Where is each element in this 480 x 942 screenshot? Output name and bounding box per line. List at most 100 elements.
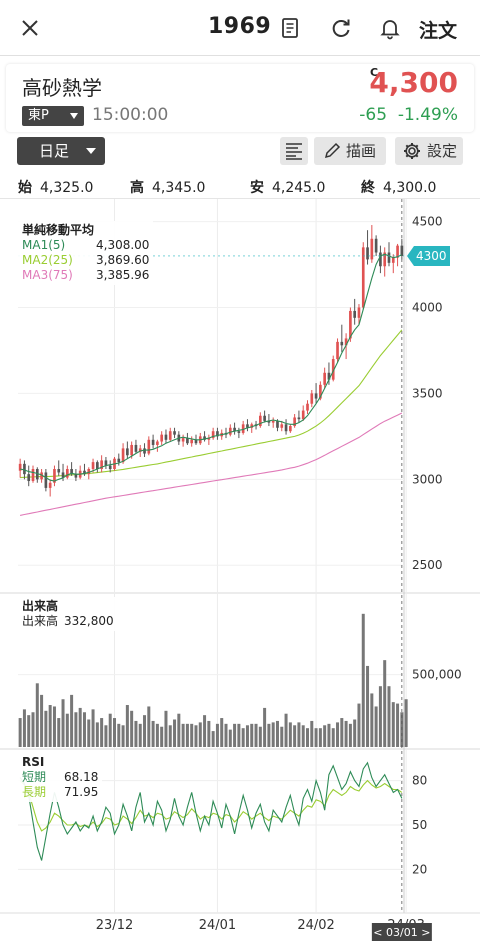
candle-body xyxy=(61,472,65,478)
document-icon[interactable] xyxy=(278,16,302,40)
change-percent: -1.49% xyxy=(397,105,458,125)
candle-body xyxy=(293,417,296,427)
candle-body xyxy=(289,426,292,432)
volume-bar xyxy=(275,720,279,747)
candle-body xyxy=(391,257,395,263)
candle-body xyxy=(340,341,344,346)
volume-bar xyxy=(177,713,181,747)
volume-bar xyxy=(233,723,237,747)
candle-body xyxy=(237,431,241,433)
volume-bar xyxy=(314,728,318,747)
candle-body xyxy=(323,372,326,385)
candle-body xyxy=(374,238,378,253)
candle-body xyxy=(366,247,369,260)
candle-body xyxy=(91,462,95,470)
draw-button[interactable]: 描画 xyxy=(314,137,386,165)
settings-button[interactable]: 設定 xyxy=(395,137,463,165)
volume-tick-label: 500,000 xyxy=(412,668,462,682)
volume-bar xyxy=(134,720,138,747)
volume-bar xyxy=(284,713,288,747)
volume-bar xyxy=(147,706,151,747)
rsi-tick-label: 50 xyxy=(412,818,427,832)
candle-body xyxy=(156,441,159,445)
volume-bar xyxy=(344,720,348,747)
volume-bar xyxy=(168,725,172,747)
volume-bar xyxy=(65,713,69,747)
volume-bar xyxy=(305,728,310,747)
candle-body xyxy=(314,393,318,399)
candle-body xyxy=(284,424,288,432)
volume-bar xyxy=(138,723,142,747)
crosshair-date-label: < 03/01 > xyxy=(373,926,430,939)
chart-area[interactable]: 23/1224/0124/0224/0345004000350030002500… xyxy=(0,198,480,942)
volume-bar xyxy=(297,722,301,747)
volume-bar xyxy=(263,707,267,747)
period-label: 日足 xyxy=(39,142,70,160)
volume-bar xyxy=(211,731,215,747)
candle-body xyxy=(344,338,348,346)
candle-body xyxy=(147,439,151,454)
bell-icon[interactable] xyxy=(378,16,402,40)
candle-body xyxy=(23,463,26,475)
candle-body xyxy=(138,448,142,452)
volume-bar xyxy=(155,723,159,747)
rsi-legend-title: RSI xyxy=(22,755,45,769)
volume-bar xyxy=(254,723,258,747)
volume-bar xyxy=(82,712,86,747)
volume-bar xyxy=(61,699,65,747)
candle-body xyxy=(168,431,172,440)
volume-bar xyxy=(91,709,95,747)
volume-bar xyxy=(117,723,121,747)
volume-bar xyxy=(396,703,400,747)
candle-body xyxy=(87,469,91,475)
volume-bar xyxy=(250,723,254,747)
volume-bar xyxy=(361,613,365,747)
top-bar: 1969 注文 xyxy=(0,0,480,56)
close-icon[interactable] xyxy=(18,16,42,40)
candle-body xyxy=(130,444,133,456)
candle-body xyxy=(181,438,185,442)
market-selector[interactable]: 東P xyxy=(22,106,84,126)
volume-bar xyxy=(108,713,112,747)
candle-body xyxy=(301,410,305,420)
volume-bar xyxy=(387,686,391,747)
volume-bar xyxy=(181,723,185,747)
volume-bar xyxy=(280,726,284,747)
candle-body xyxy=(186,438,189,444)
candle-body xyxy=(44,472,48,488)
rsi-tick-label: 20 xyxy=(412,862,427,876)
chart-canvas[interactable]: 23/1224/0124/0224/0345004000350030002500… xyxy=(0,199,480,942)
volume-bar xyxy=(237,723,241,747)
order-button[interactable]: 注文 xyxy=(419,20,458,42)
change-value: -65 xyxy=(359,105,388,125)
volume-bar xyxy=(366,665,370,747)
list-lines-icon xyxy=(286,143,302,160)
candle-body xyxy=(233,427,236,432)
indicator-button[interactable] xyxy=(280,137,308,165)
candle-body xyxy=(357,307,361,318)
candle-body xyxy=(40,472,43,480)
close-flag: C xyxy=(370,66,379,79)
volume-bar xyxy=(100,718,104,747)
volume-bar xyxy=(348,723,352,747)
volume-bar xyxy=(327,723,331,747)
ma1-legend: MA1(5) 4,308.00 xyxy=(22,238,150,252)
refresh-icon[interactable] xyxy=(329,16,353,40)
candle-body xyxy=(306,403,309,411)
candle-body xyxy=(134,444,138,452)
candle-body xyxy=(349,310,352,339)
candle-body xyxy=(263,415,266,421)
price-tick-label: 4000 xyxy=(412,301,443,315)
volume-bar xyxy=(87,719,91,747)
candle-body xyxy=(151,439,155,445)
candle-body xyxy=(18,463,22,471)
period-selector[interactable]: 日足 xyxy=(17,137,105,165)
volume-bar xyxy=(203,715,207,747)
volume-bar xyxy=(404,699,408,747)
volume-bar xyxy=(22,709,26,747)
volume-bar xyxy=(301,725,305,747)
candle-body xyxy=(250,424,254,428)
volume-bar xyxy=(241,728,245,747)
candle-body xyxy=(108,465,112,470)
candle-body xyxy=(35,469,39,480)
